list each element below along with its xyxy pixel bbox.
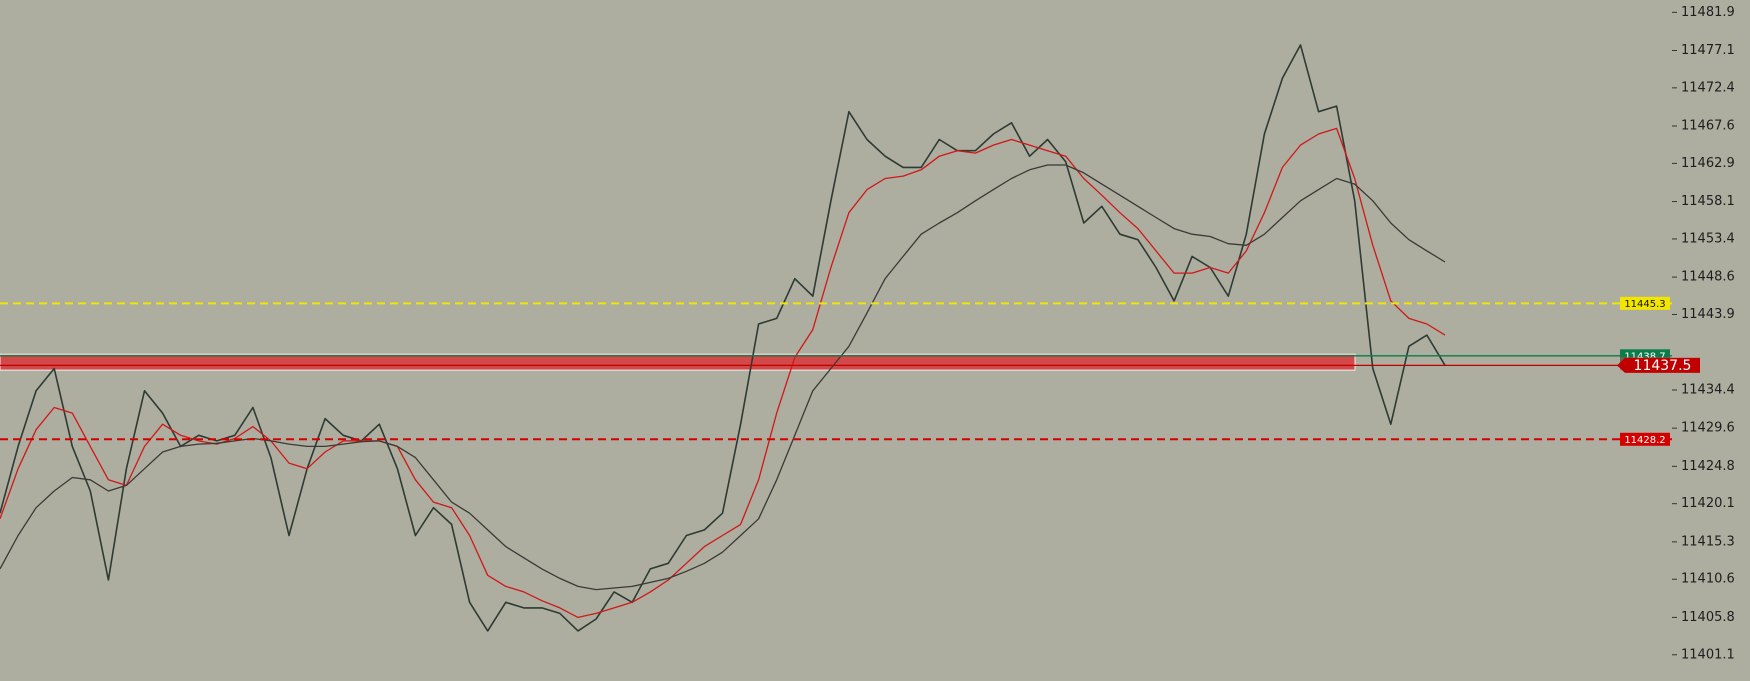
y-tick-label: 11434.4	[1681, 382, 1735, 397]
series-line	[0, 127, 1446, 619]
y-tick-label: 11415.3	[1681, 534, 1735, 549]
y-tick-label: 11467.6	[1681, 119, 1735, 134]
y-tick-label: 11458.1	[1681, 194, 1735, 209]
level-tag-box	[1620, 432, 1670, 446]
series-line	[0, 44, 1446, 632]
y-tick-label: 11424.8	[1681, 459, 1735, 474]
level-tag-box	[1620, 296, 1670, 310]
y-tick-label: 11453.4	[1681, 231, 1735, 246]
y-tick-label: 11462.9	[1681, 156, 1735, 171]
y-tick-label: 11420.1	[1681, 496, 1735, 511]
level-tag-label: 11437.5	[1634, 358, 1692, 374]
y-tick-label: 11472.4	[1681, 80, 1735, 95]
level-tag-arrow	[1617, 357, 1625, 373]
y-tick-label: 11477.1	[1681, 43, 1735, 58]
level-tag-box	[1625, 357, 1700, 373]
level-tag: 11428.2	[1620, 432, 1670, 446]
level-tag-label: 11438.7	[1624, 351, 1665, 362]
zone-band	[0, 353, 1356, 371]
y-tick-label: 11448.6	[1681, 270, 1735, 285]
y-tick-label: 11401.1	[1681, 647, 1735, 662]
level-tag-label: 11428.2	[1624, 435, 1665, 446]
y-tick-label: 11429.6	[1681, 421, 1735, 436]
y-tick-label: 11481.9	[1681, 5, 1735, 20]
y-tick-label: 11405.8	[1681, 610, 1735, 625]
level-tag-label: 11445.3	[1624, 299, 1665, 310]
level-tag: 11437.5	[1617, 357, 1700, 374]
y-tick-label: 11410.6	[1681, 572, 1735, 587]
level-tag: 11445.3	[1620, 296, 1670, 310]
y-tick-label: 11443.9	[1681, 307, 1735, 322]
